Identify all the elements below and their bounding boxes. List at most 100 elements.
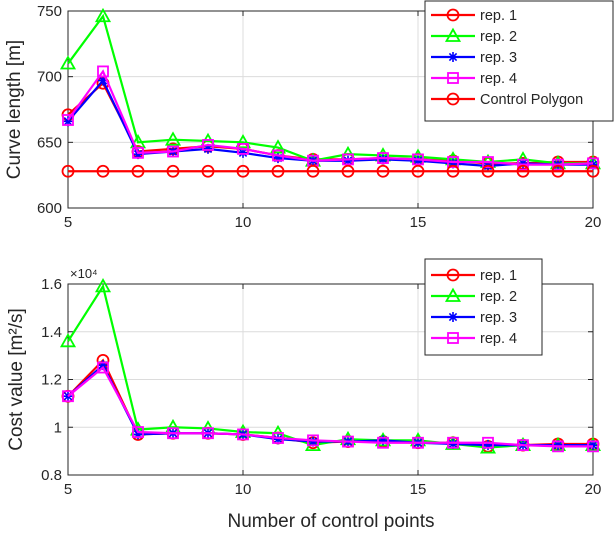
x-tick-label: 10: [235, 214, 252, 231]
legend-marker: [444, 287, 462, 302]
legend-marker: [444, 27, 462, 42]
data-point: [94, 278, 112, 293]
legend-box: [424, 0, 614, 122]
data-point: [517, 439, 529, 452]
data-point: [269, 139, 287, 154]
data-point: [132, 426, 144, 438]
y-tick-label: 600: [37, 200, 62, 217]
y-tick-label: 1.2: [41, 372, 62, 389]
data-point: [133, 429, 143, 440]
data-point: [201, 164, 215, 178]
data-point: [551, 164, 565, 178]
y-tick-label: 1.4: [41, 324, 62, 341]
data-point: [238, 147, 248, 158]
data-point: [342, 435, 354, 448]
data-point: [98, 75, 108, 86]
data-point: [446, 164, 460, 178]
y-axis-label: Cost value [m²/s]: [6, 308, 27, 451]
data-point: [376, 164, 390, 178]
data-point: [482, 156, 494, 168]
y-tick-label: 750: [37, 3, 62, 20]
data-point: [131, 164, 145, 178]
data-point: [97, 65, 109, 78]
data-point: [203, 143, 213, 154]
data-point: [377, 152, 389, 164]
data-point: [63, 116, 73, 127]
data-point: [378, 154, 388, 165]
data-point: [586, 164, 600, 178]
legend: rep. 1 rep. 2 rep. 3 rep. 4 Control Polygon: [424, 0, 614, 122]
legend-marker: [446, 92, 460, 106]
data-point: [447, 156, 459, 168]
data-point: [132, 146, 144, 159]
legend-label: rep. 3: [480, 50, 517, 66]
x-tick-label: 10: [235, 481, 252, 498]
data-point: [341, 164, 355, 178]
x-axis-label: Number of control points: [228, 511, 435, 532]
data-point: [272, 432, 284, 444]
chart-panel-2: 5 10 15 20 0.8 1 1.2 1.4 1.6 ×10⁴ Cost value [m²/s…: [6, 258, 602, 498]
data-point: [167, 427, 179, 440]
legend-label: rep. 1: [480, 268, 517, 284]
x-tick-label: 20: [585, 481, 602, 498]
data-point: [273, 153, 283, 164]
data-point: [164, 131, 182, 146]
legend-marker: [448, 52, 458, 62]
data-point: [412, 153, 424, 166]
data-point: [481, 164, 495, 178]
data-point: [202, 427, 214, 440]
data-point: [96, 164, 110, 178]
data-point: [237, 428, 249, 441]
data-point: [378, 435, 388, 446]
legend-marker: [446, 268, 460, 282]
data-point: [479, 439, 497, 454]
data-point: [94, 7, 112, 23]
y-tick-label: 700: [37, 69, 62, 86]
series-line: [67, 69, 594, 166]
x-tick-label: 5: [64, 214, 72, 231]
data-point: [377, 436, 389, 449]
series-line: [67, 13, 593, 165]
data-point: [271, 164, 285, 178]
data-point: [342, 153, 354, 166]
legend-label: Control Polygon: [480, 92, 583, 108]
data-point: [483, 440, 493, 451]
data-point: [448, 438, 458, 449]
y-tick-label: 1: [54, 419, 62, 436]
chart-panel-1: 5 10 15 20 600 650 700 750 Curve length [m] rep. …: [4, 0, 614, 231]
data-point: [587, 157, 599, 170]
data-point: [98, 360, 108, 371]
data-point: [234, 134, 252, 149]
data-point: [307, 434, 319, 447]
data-point: [343, 155, 353, 166]
data-point: [588, 440, 598, 451]
series-line: [67, 365, 593, 448]
data-point: [62, 114, 74, 126]
x-tick-label: 5: [64, 481, 72, 498]
legend-label: rep. 3: [480, 310, 517, 326]
data-point: [133, 149, 143, 160]
data-point: [236, 164, 250, 178]
data-point: [412, 436, 424, 449]
legend-marker: [446, 8, 460, 22]
data-point: [552, 440, 564, 453]
y-axis-label: Curve length [m]: [4, 40, 25, 179]
legend-marker: [447, 332, 459, 344]
legend-label: rep. 2: [480, 29, 517, 45]
data-point: [552, 158, 564, 171]
legend: rep. 1 rep. 2 rep. 3 rep. 4: [424, 258, 543, 356]
legend-label: rep. 4: [480, 331, 517, 347]
x-tick-label: 15: [410, 214, 427, 231]
y-scale-factor: ×10⁴: [70, 266, 98, 281]
data-point: [308, 436, 318, 447]
data-point: [59, 55, 77, 70]
data-point: [411, 164, 425, 178]
data-point: [97, 361, 109, 374]
y-tick-label: 1.6: [41, 276, 62, 293]
y-tick-label: 0.8: [41, 467, 62, 484]
data-point: [517, 158, 529, 171]
data-point: [272, 149, 284, 162]
data-point: [237, 142, 249, 155]
legend-marker: [448, 312, 458, 322]
